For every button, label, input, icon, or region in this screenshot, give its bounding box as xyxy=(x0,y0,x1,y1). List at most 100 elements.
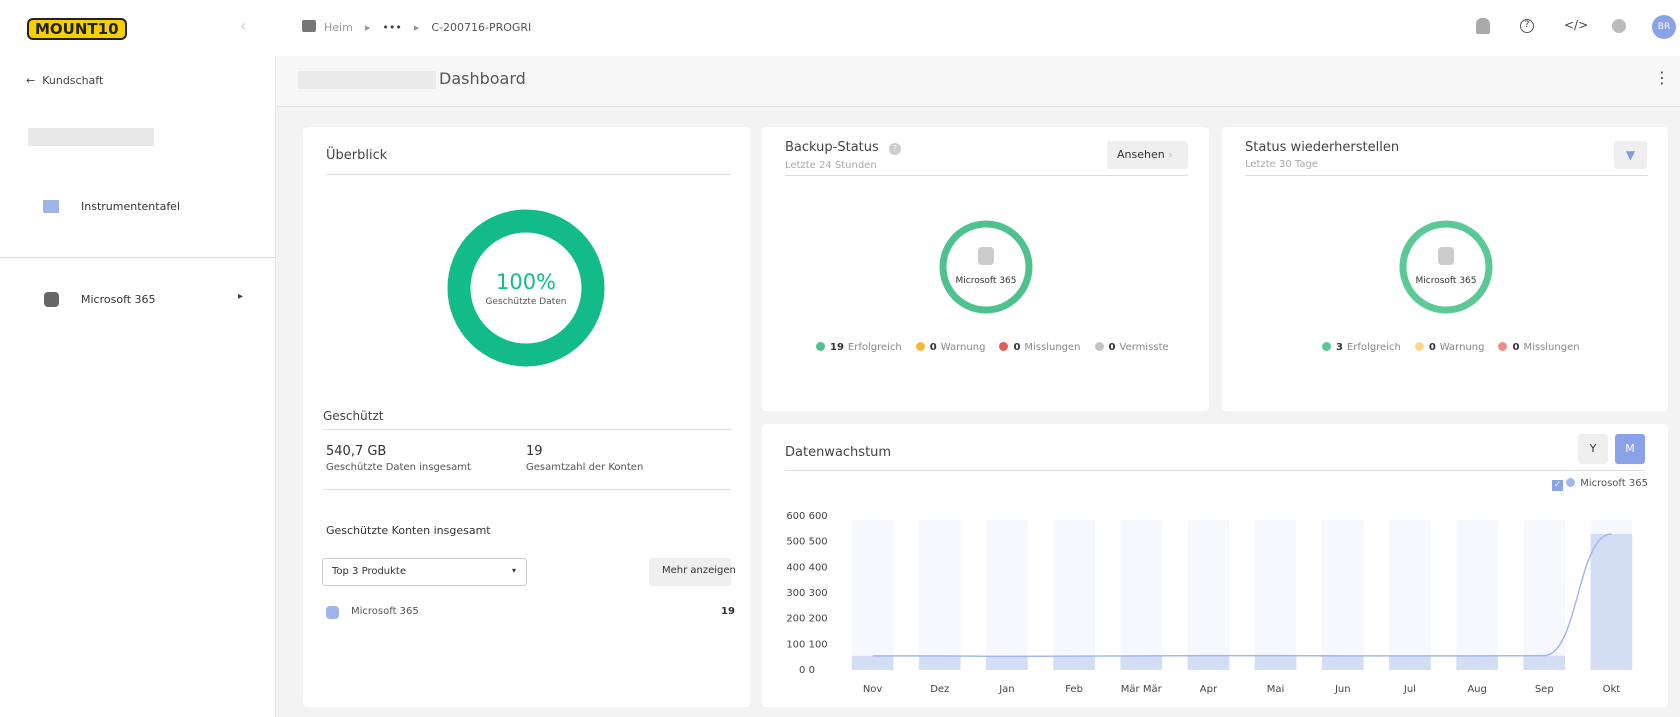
logo[interactable]: MOUNT10 xyxy=(27,18,127,40)
code-icon[interactable]: </> xyxy=(1564,18,1588,32)
back-link[interactable]: ← Kundschaft xyxy=(26,74,103,87)
growth-card: Datenwachstum Y M ✓ Microsoft 365 0 0100… xyxy=(762,424,1668,707)
bar xyxy=(1389,656,1431,670)
settings[interactable] xyxy=(1612,19,1626,33)
column-bg xyxy=(1188,520,1230,670)
y-tick-label: 300 300 xyxy=(786,588,827,599)
bar xyxy=(1120,656,1162,670)
backup-card: Backup-Status ? Letzte 24 Stunden Ansehe… xyxy=(762,127,1209,411)
select[interactable]: Top 3 Produkte▾ xyxy=(322,558,527,586)
bar xyxy=(1456,656,1498,670)
chart: 0 0100 100200 200300 300400 400500 50060… xyxy=(762,424,1668,707)
x-tick-label: Mai xyxy=(1267,684,1285,695)
bar xyxy=(919,656,961,670)
bar xyxy=(1322,656,1364,670)
section-title: Geschützt xyxy=(323,409,383,423)
bar xyxy=(852,656,894,670)
stat-value: 540,7 GB xyxy=(326,444,386,459)
help[interactable]: ? xyxy=(1520,19,1534,33)
expand[interactable]: ▸ xyxy=(238,291,243,302)
legend: 3Erfolgreich 0Warnung 0Misslungen xyxy=(1322,342,1580,353)
x-tick-label: Dez xyxy=(930,684,949,695)
column-bg xyxy=(1523,520,1565,670)
page-title: Dashboard xyxy=(439,69,526,88)
filter-button[interactable]: ▼ xyxy=(1614,141,1647,169)
ring-label: Microsoft 365 xyxy=(938,276,1034,286)
x-tick-label: Okt xyxy=(1603,684,1621,695)
product-count: 19 xyxy=(721,606,735,617)
card-title: Überblick xyxy=(326,148,387,163)
view-button[interactable]: Ansehen › xyxy=(1107,141,1188,169)
donut-label: Geschützte Daten xyxy=(447,297,605,307)
x-tick-label: Jun xyxy=(1334,684,1351,695)
blurred-name xyxy=(28,128,154,146)
crumb[interactable]: Heim xyxy=(324,21,353,34)
stat-label: Geschützte Daten insgesamt xyxy=(326,462,471,473)
avatar[interactable]: BR xyxy=(1652,15,1676,39)
stat-label: Gesamtzahl der Konten xyxy=(526,462,643,473)
column-bg xyxy=(986,520,1028,670)
title-bar: Dashboard ⋮ xyxy=(276,56,1680,107)
column-bg xyxy=(852,520,894,670)
m365-icon xyxy=(44,292,59,307)
card-subtitle: Letzte 30 Tage xyxy=(1245,159,1318,170)
column-bg xyxy=(1053,520,1095,670)
bar xyxy=(1591,534,1633,670)
x-tick-label: Feb xyxy=(1065,684,1083,695)
sidebar: ← Kundschaft Instrumententafel Microsoft… xyxy=(0,56,276,717)
donut-value: 100% xyxy=(447,270,605,294)
x-tick-label: Jul xyxy=(1403,684,1416,695)
nav-item[interactable]: Microsoft 365 xyxy=(81,293,156,306)
ring-label: Microsoft 365 xyxy=(1398,276,1494,286)
card-title: Backup-Status ? xyxy=(785,140,901,155)
home-icon[interactable] xyxy=(302,20,316,32)
bar xyxy=(986,656,1028,670)
x-tick-label: Nov xyxy=(863,684,883,695)
crumb[interactable]: C-200716-PROGRI xyxy=(431,21,531,34)
line xyxy=(873,534,1612,656)
nav-item[interactable]: Instrumententafel xyxy=(81,200,180,213)
x-tick-label: Apr xyxy=(1200,684,1218,695)
restore-card: Status wiederherstellen Letzte 30 Tage ▼… xyxy=(1222,127,1668,411)
column-bg xyxy=(1120,520,1162,670)
x-tick-label: Aug xyxy=(1467,684,1487,695)
menu[interactable]: ⋮ xyxy=(1654,68,1670,87)
stat-value: 19 xyxy=(526,444,543,459)
bar xyxy=(1188,656,1230,670)
x-tick-label: Mär Mär xyxy=(1121,684,1163,695)
accounts-title: Geschützte Konten insgesamt xyxy=(326,524,491,537)
y-tick-label: 0 0 xyxy=(799,665,815,676)
column-bg xyxy=(1255,520,1297,670)
card-subtitle: Letzte 24 Stunden xyxy=(785,160,877,171)
dash-icon xyxy=(43,200,59,213)
divider xyxy=(0,257,276,258)
status-ring xyxy=(938,219,1034,315)
column-bg xyxy=(1322,520,1364,670)
card-title: Status wiederherstellen xyxy=(1245,140,1399,155)
column-bg xyxy=(1456,520,1498,670)
product-icon xyxy=(326,606,339,619)
crumb[interactable]: ••• xyxy=(382,21,401,34)
y-tick-label: 600 600 xyxy=(786,511,827,522)
bar xyxy=(1053,656,1095,670)
blurred-name xyxy=(298,71,436,89)
y-tick-label: 100 100 xyxy=(786,639,827,650)
status-ring xyxy=(1398,219,1494,315)
more-button[interactable]: Mehr anzeigen xyxy=(649,558,731,586)
y-tick-label: 400 400 xyxy=(786,562,827,573)
product-name: Microsoft 365 xyxy=(351,606,419,617)
y-tick-label: 200 200 xyxy=(786,614,827,625)
bell[interactable] xyxy=(1476,18,1490,34)
overview-card: Überblick 100% Geschützte Daten Geschütz… xyxy=(303,127,750,707)
column-bg xyxy=(919,520,961,670)
breadcrumb: Heim▸ •••▸ C-200716-PROGRI xyxy=(324,21,531,34)
bar xyxy=(1255,656,1297,670)
column-bg xyxy=(1389,520,1431,670)
x-tick-label: Jan xyxy=(998,684,1014,695)
top-bar: MOUNT10 ‹ Heim▸ •••▸ C-200716-PROGRI ? <… xyxy=(0,0,1680,56)
legend: 19Erfolgreich 0Warnung 0Misslungen 0Verm… xyxy=(816,342,1169,353)
collapse[interactable]: ‹ xyxy=(240,16,246,35)
x-tick-label: Sep xyxy=(1535,684,1554,695)
bar xyxy=(1523,656,1565,670)
